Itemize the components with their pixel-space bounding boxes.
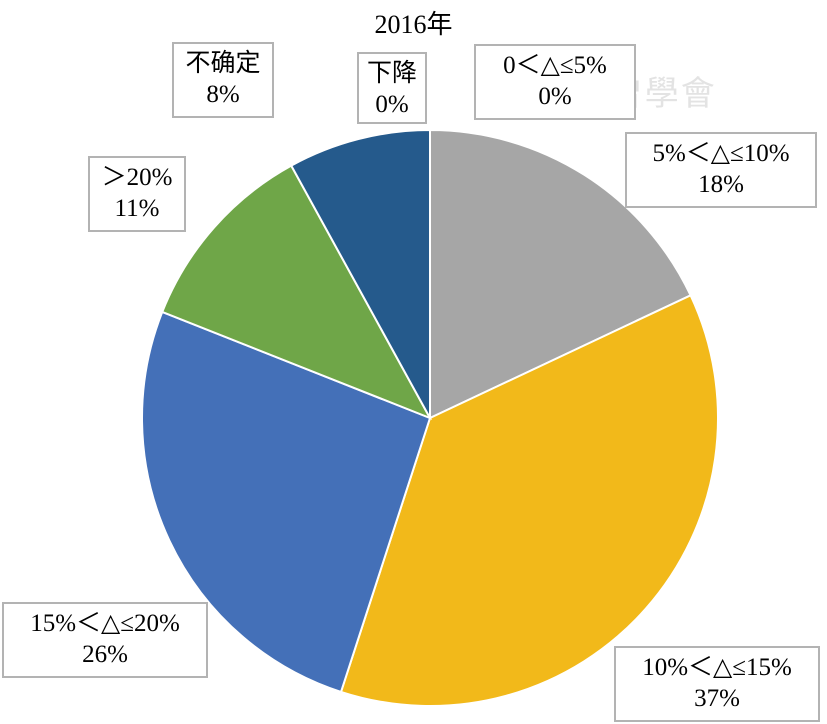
slice-label: 15%＜△≤20% (30, 610, 180, 637)
slice-value: 26% (82, 641, 128, 668)
pie-slice-6 (289, 128, 431, 419)
slice-label: 不确定 (185, 50, 261, 77)
label-box-5-10: 5%＜△≤10% 18% (625, 132, 817, 208)
label-box-10-15: 10%＜△≤15% 37% (614, 646, 820, 722)
slice-value: 8% (206, 81, 240, 108)
slice-value: 0% (538, 83, 572, 110)
pie-slice-5 (160, 164, 433, 420)
label-box-decline: 下降 0% (357, 52, 427, 124)
slice-value: 11% (114, 195, 160, 222)
slice-value: 0% (375, 91, 409, 118)
pie-slice-3 (339, 294, 719, 707)
slice-value: 37% (694, 685, 740, 712)
pie-slice-2 (429, 128, 692, 420)
label-box-uncertain: 不确定 8% (172, 42, 274, 118)
slice-value: 18% (698, 171, 744, 198)
slice-label: ＞20% (101, 164, 173, 191)
slice-label: 下降 (366, 60, 417, 87)
slice-label: 5%＜△≤10% (652, 140, 790, 167)
chart-title: 2016年 (374, 10, 453, 39)
slice-label: 10%＜△≤15% (642, 654, 792, 681)
label-box-0-5: 0＜△≤5% 0% (474, 44, 636, 120)
label-box-over-20: ＞20% 11% (88, 156, 186, 232)
label-box-15-20: 15%＜△≤20% 26% (2, 602, 208, 678)
slice-label: 0＜△≤5% (503, 52, 607, 79)
pie-slice-4 (141, 310, 432, 694)
